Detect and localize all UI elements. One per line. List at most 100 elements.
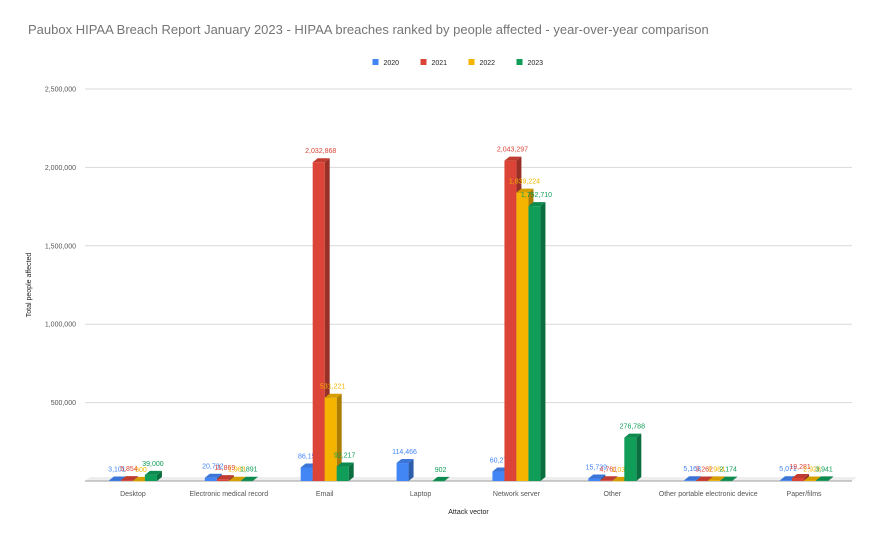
x-tick-label: Network server bbox=[493, 491, 541, 498]
bar-side bbox=[804, 473, 810, 481]
bar bbox=[204, 477, 217, 481]
bar bbox=[108, 480, 121, 482]
data-label: 3,941 bbox=[815, 466, 833, 473]
bar bbox=[336, 466, 349, 481]
x-tick-label: Other bbox=[604, 491, 622, 498]
bar-top bbox=[336, 462, 354, 467]
bar-top bbox=[120, 476, 138, 481]
bar-top bbox=[504, 156, 522, 161]
x-tick-label: Desktop bbox=[120, 491, 146, 498]
data-label: 60,278 bbox=[490, 458, 512, 465]
bar bbox=[528, 206, 541, 481]
data-label: 5,071 bbox=[779, 466, 797, 473]
data-label: 902 bbox=[435, 467, 447, 474]
legend-label: 2020 bbox=[384, 60, 400, 67]
bar bbox=[300, 467, 313, 481]
bar bbox=[624, 437, 637, 481]
data-label: 1,031 bbox=[612, 467, 630, 474]
bar-side bbox=[408, 459, 414, 481]
bar bbox=[228, 480, 241, 482]
chart-floor bbox=[85, 477, 857, 481]
bar-top bbox=[324, 393, 342, 398]
bar-top bbox=[708, 476, 726, 481]
bar bbox=[816, 480, 829, 481]
bar bbox=[708, 480, 721, 481]
bar bbox=[612, 480, 625, 482]
bar bbox=[324, 397, 337, 481]
bar bbox=[120, 480, 133, 481]
y-axis-title: Total people affected bbox=[26, 253, 33, 318]
bar-top bbox=[240, 476, 258, 481]
bar-top bbox=[432, 476, 450, 481]
bar-side bbox=[132, 476, 138, 481]
bar bbox=[684, 480, 697, 481]
x-tick-label: Laptop bbox=[410, 491, 432, 498]
data-label: 3,262 bbox=[695, 466, 713, 473]
bar-top bbox=[804, 476, 822, 481]
bar bbox=[516, 192, 529, 481]
data-label: 2,032,868 bbox=[305, 148, 336, 155]
data-label: 2,174 bbox=[719, 467, 737, 474]
bar-top bbox=[792, 473, 810, 478]
data-label: 2,043,297 bbox=[497, 147, 528, 154]
bar bbox=[144, 474, 157, 481]
data-label: 276,788 bbox=[620, 424, 645, 431]
bar bbox=[396, 463, 409, 481]
bar-top bbox=[684, 476, 702, 481]
data-label: 5,854 bbox=[120, 466, 138, 473]
data-label: 4,761 bbox=[600, 466, 618, 473]
bar bbox=[492, 471, 505, 481]
legend-swatch bbox=[420, 59, 427, 65]
data-label: 1,891 bbox=[240, 467, 258, 474]
data-label: 1,839,224 bbox=[509, 179, 540, 186]
bar bbox=[720, 480, 733, 482]
data-label: 3,984 bbox=[707, 466, 725, 473]
x-tick-label: Email bbox=[316, 491, 334, 498]
x-tick-label: Paper/films bbox=[787, 491, 823, 498]
bar-top bbox=[204, 473, 222, 478]
y-tick-label: 500,000 bbox=[51, 400, 76, 407]
legend-swatch bbox=[468, 59, 475, 65]
data-label: 19,281 bbox=[789, 464, 811, 471]
bar-side bbox=[252, 476, 258, 481]
bar-top bbox=[816, 476, 834, 481]
bar-side bbox=[156, 470, 162, 481]
bar-side bbox=[336, 393, 342, 481]
bar-top bbox=[396, 459, 414, 464]
data-label: 500 bbox=[135, 467, 147, 474]
x-axis-title: Attack vector bbox=[448, 509, 489, 516]
data-label: 1,983 bbox=[228, 467, 246, 474]
data-label: 20,732 bbox=[202, 464, 224, 471]
y-tick-label: 2,000,000 bbox=[45, 165, 76, 172]
bar bbox=[216, 479, 229, 481]
bar-top bbox=[216, 475, 234, 480]
legend-label: 2023 bbox=[528, 60, 544, 67]
data-label: 92,217 bbox=[334, 453, 356, 460]
bar-top bbox=[228, 476, 246, 481]
legend-label: 2021 bbox=[432, 60, 448, 67]
bar-top bbox=[144, 470, 162, 475]
data-label: 114,466 bbox=[392, 449, 417, 456]
bar-top bbox=[516, 188, 534, 193]
x-tick-label: Other portable electronic device bbox=[659, 491, 758, 498]
data-label: 39,000 bbox=[142, 461, 164, 468]
bar bbox=[132, 480, 145, 482]
bar-side bbox=[732, 476, 738, 481]
data-label: 531,221 bbox=[320, 384, 345, 391]
bar bbox=[588, 478, 601, 481]
legend-swatch bbox=[516, 59, 523, 65]
bar-side bbox=[348, 462, 354, 481]
bar bbox=[312, 162, 325, 482]
bar-side bbox=[828, 476, 834, 481]
bar bbox=[804, 480, 817, 482]
data-label: 15,739 bbox=[586, 465, 608, 472]
chart-title: Paubox HIPAA Breach Report January 2023 … bbox=[28, 22, 709, 37]
data-label: 1,752,710 bbox=[521, 192, 552, 199]
bar-side bbox=[444, 476, 450, 481]
bar bbox=[780, 480, 793, 481]
bar-top bbox=[696, 476, 714, 481]
bar bbox=[696, 480, 709, 481]
y-tick-label: 1,500,000 bbox=[45, 243, 76, 250]
